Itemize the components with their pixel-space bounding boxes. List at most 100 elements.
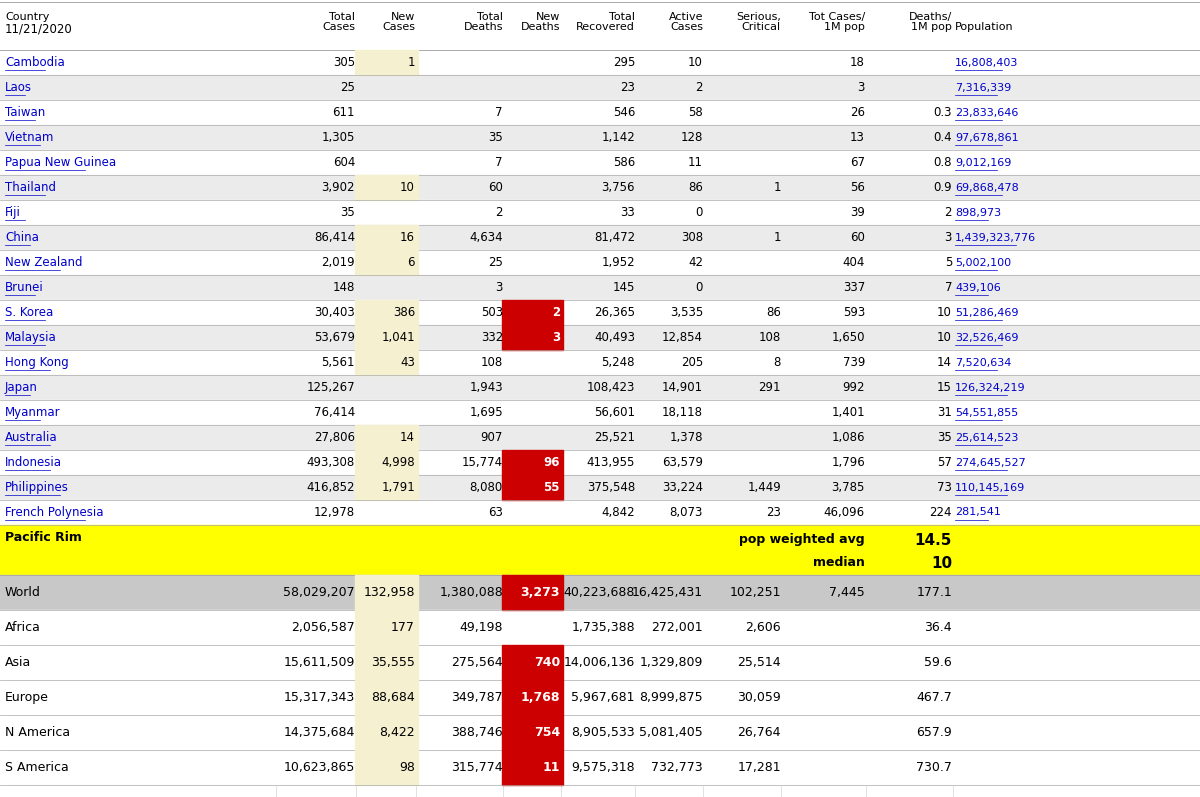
Text: 15,317,343: 15,317,343	[283, 691, 355, 704]
Text: 7: 7	[496, 156, 503, 169]
Text: French Polynesia: French Polynesia	[5, 506, 103, 519]
Text: 3,902: 3,902	[322, 181, 355, 194]
Text: 14: 14	[937, 356, 952, 369]
Text: 126,324,219: 126,324,219	[955, 383, 1026, 392]
Text: 12,978: 12,978	[314, 506, 355, 519]
Text: 76,414: 76,414	[313, 406, 355, 419]
Text: 177: 177	[391, 621, 415, 634]
Text: 7,520,634: 7,520,634	[955, 358, 1012, 367]
Text: 35: 35	[488, 131, 503, 144]
Text: 18: 18	[850, 56, 865, 69]
Text: 10,623,865: 10,623,865	[283, 761, 355, 774]
Text: S America: S America	[5, 761, 68, 774]
Text: 18,118: 18,118	[662, 406, 703, 419]
Text: 63: 63	[488, 506, 503, 519]
Text: 9,575,318: 9,575,318	[571, 761, 635, 774]
Text: 3: 3	[858, 81, 865, 94]
Text: 56: 56	[850, 181, 865, 194]
Text: 272,001: 272,001	[652, 621, 703, 634]
Text: 42: 42	[688, 256, 703, 269]
Text: 58,029,207: 58,029,207	[283, 586, 355, 599]
Text: 740: 740	[534, 656, 560, 669]
Text: 0.3: 0.3	[934, 106, 952, 119]
Text: 30,059: 30,059	[737, 691, 781, 704]
Text: World: World	[5, 586, 41, 599]
Bar	[355, 225, 418, 250]
Text: 308: 308	[680, 231, 703, 244]
Text: 35: 35	[341, 206, 355, 219]
Text: 11: 11	[542, 761, 560, 774]
Text: 898,973: 898,973	[955, 207, 1001, 218]
Text: 546: 546	[613, 106, 635, 119]
Text: 611: 611	[332, 106, 355, 119]
Text: Serious,: Serious,	[736, 12, 781, 22]
Text: 8,905,533: 8,905,533	[571, 726, 635, 739]
Bar	[355, 450, 418, 475]
Text: Tot Cases/: Tot Cases/	[809, 12, 865, 22]
Bar	[0, 225, 1200, 250]
Text: 1,329,809: 1,329,809	[640, 656, 703, 669]
Text: 148: 148	[332, 281, 355, 294]
Bar	[502, 750, 563, 785]
Text: 1,735,388: 1,735,388	[571, 621, 635, 634]
Bar	[0, 715, 1200, 750]
Text: 108,423: 108,423	[587, 381, 635, 394]
Text: 11: 11	[688, 156, 703, 169]
Text: 2,019: 2,019	[322, 256, 355, 269]
Text: 98: 98	[400, 761, 415, 774]
Text: 1: 1	[408, 56, 415, 69]
Text: 25,514: 25,514	[737, 656, 781, 669]
Text: New: New	[391, 12, 415, 22]
Bar	[355, 750, 418, 785]
Text: 10: 10	[937, 331, 952, 344]
Text: 0.4: 0.4	[934, 131, 952, 144]
Bar	[0, 575, 1200, 610]
Text: New Zealand: New Zealand	[5, 256, 83, 269]
Text: N America: N America	[5, 726, 70, 739]
Bar	[355, 575, 418, 610]
Text: 177.1: 177.1	[917, 586, 952, 599]
Text: Malaysia: Malaysia	[5, 331, 56, 344]
Text: 205: 205	[680, 356, 703, 369]
Text: 1M pop: 1M pop	[911, 22, 952, 32]
Text: 9,012,169: 9,012,169	[955, 158, 1012, 167]
Text: 27,806: 27,806	[314, 431, 355, 444]
Text: 2: 2	[944, 206, 952, 219]
Text: 0.9: 0.9	[934, 181, 952, 194]
Text: Brunei: Brunei	[5, 281, 43, 294]
Bar	[355, 325, 418, 350]
Text: 57: 57	[937, 456, 952, 469]
Text: 1,449: 1,449	[748, 481, 781, 494]
Text: 25,521: 25,521	[594, 431, 635, 444]
Text: 739: 739	[842, 356, 865, 369]
Text: 4,998: 4,998	[382, 456, 415, 469]
Text: 14,006,136: 14,006,136	[564, 656, 635, 669]
Bar	[0, 400, 1200, 425]
Text: 1M pop: 1M pop	[824, 22, 865, 32]
Bar	[355, 680, 418, 715]
Text: 26: 26	[850, 106, 865, 119]
Text: 23: 23	[766, 506, 781, 519]
Text: 16,425,431: 16,425,431	[632, 586, 703, 599]
Text: 12,854: 12,854	[662, 331, 703, 344]
Bar	[0, 450, 1200, 475]
Bar	[355, 715, 418, 750]
Text: Cambodia: Cambodia	[5, 56, 65, 69]
Text: 58: 58	[689, 106, 703, 119]
Text: 97,678,861: 97,678,861	[955, 132, 1019, 143]
Bar	[0, 325, 1200, 350]
Text: 730.7: 730.7	[916, 761, 952, 774]
Text: 3,535: 3,535	[670, 306, 703, 319]
Text: 291: 291	[758, 381, 781, 394]
Text: 145: 145	[613, 281, 635, 294]
Text: 86: 86	[766, 306, 781, 319]
Text: 1,041: 1,041	[382, 331, 415, 344]
Text: Myanmar: Myanmar	[5, 406, 61, 419]
Text: 6: 6	[408, 256, 415, 269]
Bar	[502, 715, 563, 750]
Text: 1,086: 1,086	[832, 431, 865, 444]
Text: 1,952: 1,952	[601, 256, 635, 269]
Text: Europe: Europe	[5, 691, 49, 704]
Text: 224: 224	[930, 506, 952, 519]
Text: 132,958: 132,958	[364, 586, 415, 599]
